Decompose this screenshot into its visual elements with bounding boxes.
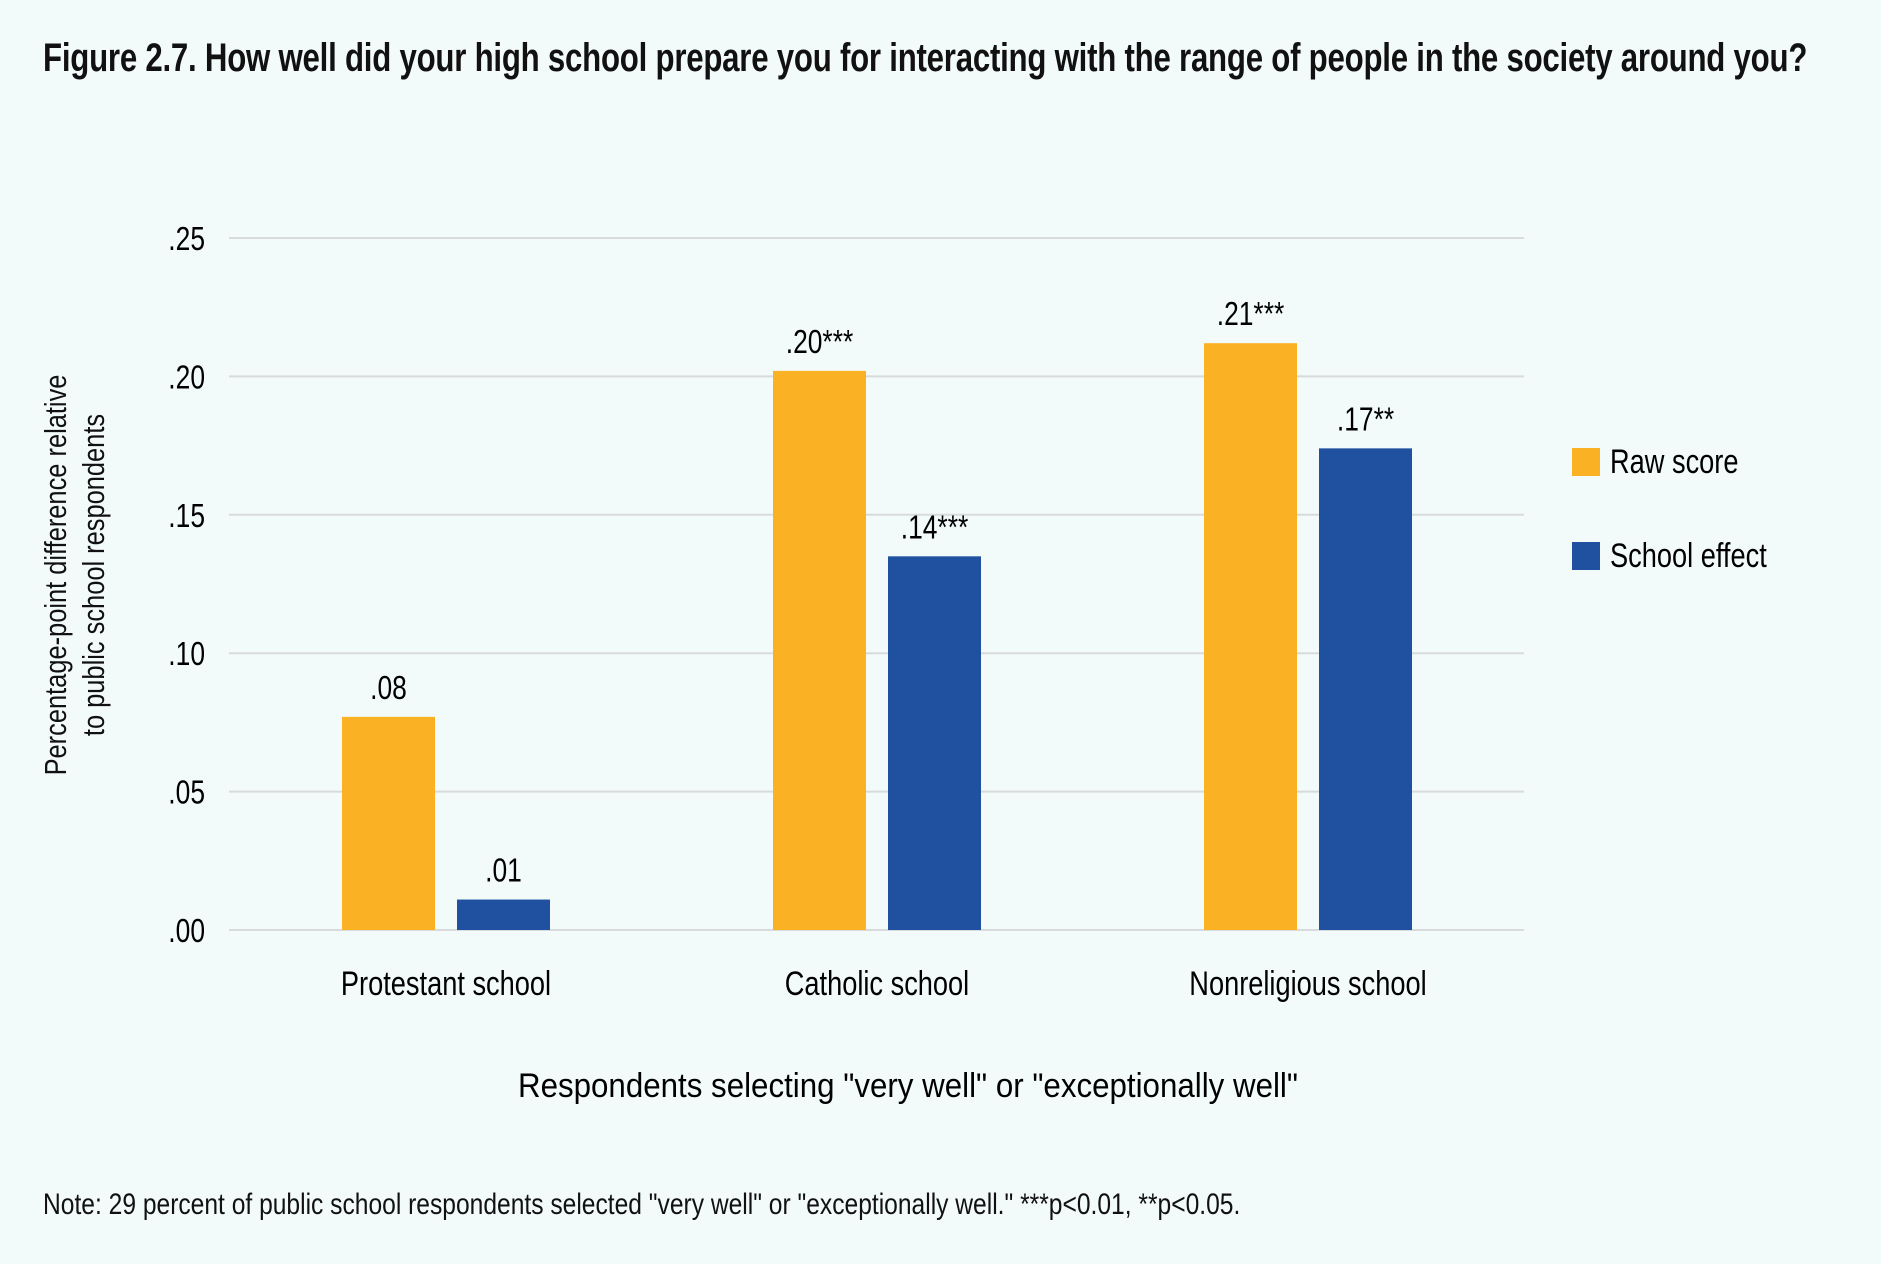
legend: Raw score School effect bbox=[1572, 443, 1767, 575]
x-axis-title: Respondents selecting "very well" or "ex… bbox=[518, 1067, 1298, 1105]
data-label: .01 bbox=[485, 852, 522, 889]
chart-title: Figure 2.7. How well did your high schoo… bbox=[43, 28, 1837, 88]
y-tick-label: .15 bbox=[168, 497, 205, 534]
data-label: .21*** bbox=[1217, 295, 1285, 332]
bar-school-effect bbox=[1319, 448, 1412, 930]
x-axis-categories: Protestant school Catholic school Nonrelig… bbox=[341, 965, 1427, 1003]
footnote: Note: 29 percent of public school respon… bbox=[43, 1188, 1241, 1221]
x-category-label: Protestant school bbox=[341, 965, 551, 1003]
bar-school-effect bbox=[888, 556, 981, 930]
data-labels: .08 .01 .20*** .14*** .21*** .17** bbox=[370, 295, 1394, 888]
legend-label: Raw score bbox=[1610, 443, 1738, 481]
legend-swatch bbox=[1572, 542, 1600, 570]
y-tick-label: .20 bbox=[168, 358, 205, 395]
data-label: .08 bbox=[370, 669, 407, 706]
y-tick-label: .10 bbox=[168, 635, 205, 672]
bars bbox=[342, 343, 1412, 931]
gridlines bbox=[229, 237, 1524, 931]
x-category-label: Catholic school bbox=[785, 965, 969, 1003]
bar-raw-score bbox=[773, 370, 866, 930]
x-category-label: Nonreligious school bbox=[1189, 965, 1426, 1003]
chart-title-text: Figure 2.7. How well did your high schoo… bbox=[43, 36, 1808, 80]
bar-raw-score bbox=[342, 716, 435, 930]
bar-school-effect bbox=[457, 899, 550, 930]
bar-raw-score bbox=[1204, 343, 1297, 931]
data-label: .20*** bbox=[786, 323, 854, 360]
y-tick-label: .05 bbox=[168, 774, 205, 811]
legend-label: School effect bbox=[1610, 537, 1767, 575]
data-label: .14*** bbox=[901, 508, 969, 545]
y-tick-label: .25 bbox=[168, 220, 205, 257]
legend-swatch bbox=[1572, 448, 1600, 476]
y-axis-ticks: .00 .05 .10 .15 .20 .25 bbox=[168, 220, 205, 949]
y-tick-label: .00 bbox=[168, 912, 205, 949]
data-label: .17** bbox=[1337, 400, 1394, 437]
